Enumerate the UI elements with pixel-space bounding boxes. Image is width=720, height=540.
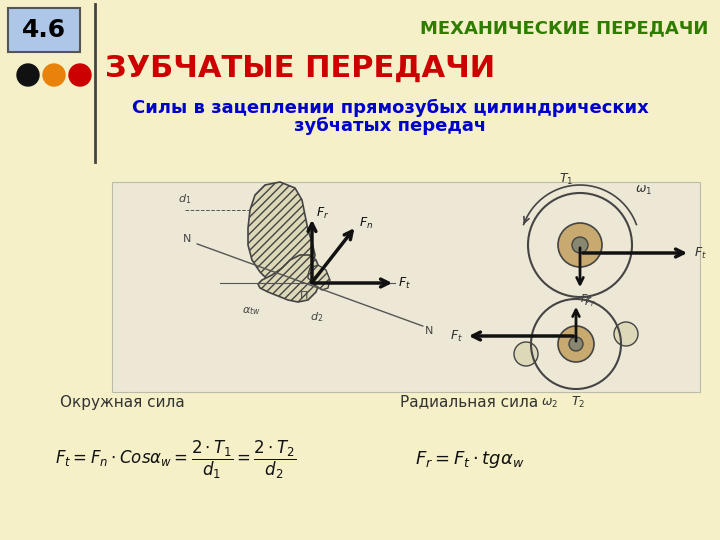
Text: $F_r$: $F_r$ — [580, 292, 592, 306]
Text: МЕХАНИЧЕСКИЕ ПЕРЕДАЧИ: МЕХАНИЧЕСКИЕ ПЕРЕДАЧИ — [420, 19, 708, 37]
Text: Окружная сила: Окружная сила — [60, 395, 185, 409]
Text: $\omega_1$: $\omega_1$ — [635, 184, 652, 197]
Text: $d_2$: $d_2$ — [310, 310, 323, 324]
Text: $F_r = F_t \cdot tg\alpha_w$: $F_r = F_t \cdot tg\alpha_w$ — [415, 449, 524, 470]
Text: $F_r$: $F_r$ — [584, 295, 596, 309]
Text: $d_1$: $d_1$ — [178, 192, 192, 206]
Circle shape — [569, 337, 583, 351]
Circle shape — [69, 64, 91, 86]
Circle shape — [558, 326, 594, 362]
Polygon shape — [258, 255, 320, 302]
Circle shape — [514, 342, 538, 366]
Text: $F_t$: $F_t$ — [694, 246, 707, 261]
Text: $\alpha_{tw}$: $\alpha_{tw}$ — [242, 305, 261, 317]
Text: Радиальная сила: Радиальная сила — [400, 395, 539, 409]
Text: $T_1$: $T_1$ — [559, 172, 573, 187]
Bar — [8, 8, 80, 52]
Text: N: N — [183, 234, 192, 244]
Text: П: П — [300, 291, 308, 301]
Bar — [112, 182, 700, 392]
Text: 4.6: 4.6 — [22, 18, 66, 42]
Text: $F_n$: $F_n$ — [359, 217, 373, 232]
Text: $F_t$: $F_t$ — [398, 275, 411, 291]
Polygon shape — [248, 182, 315, 297]
Text: $F_t$: $F_t$ — [450, 328, 463, 343]
Text: $F_r$: $F_r$ — [316, 205, 329, 220]
Text: N: N — [425, 326, 433, 336]
Text: Силы в зацеплении прямозубых цилиндрических: Силы в зацеплении прямозубых цилиндричес… — [132, 99, 649, 117]
Circle shape — [558, 223, 602, 267]
Circle shape — [17, 64, 39, 86]
Circle shape — [614, 322, 638, 346]
Text: $F_t = F_n \cdot Cos\alpha_w = \dfrac{2 \cdot T_1}{d_1} = \dfrac{2 \cdot T_2}{d_: $F_t = F_n \cdot Cos\alpha_w = \dfrac{2 … — [55, 439, 297, 481]
Text: $\omega_2$: $\omega_2$ — [541, 397, 558, 410]
Text: ЗУБЧАТЫЕ ПЕРЕДАЧИ: ЗУБЧАТЫЕ ПЕРЕДАЧИ — [105, 53, 495, 83]
Polygon shape — [308, 265, 330, 290]
Circle shape — [572, 237, 588, 253]
Text: $T_2$: $T_2$ — [571, 395, 585, 410]
Text: зубчатых передач: зубчатых передач — [294, 117, 486, 135]
Circle shape — [43, 64, 65, 86]
